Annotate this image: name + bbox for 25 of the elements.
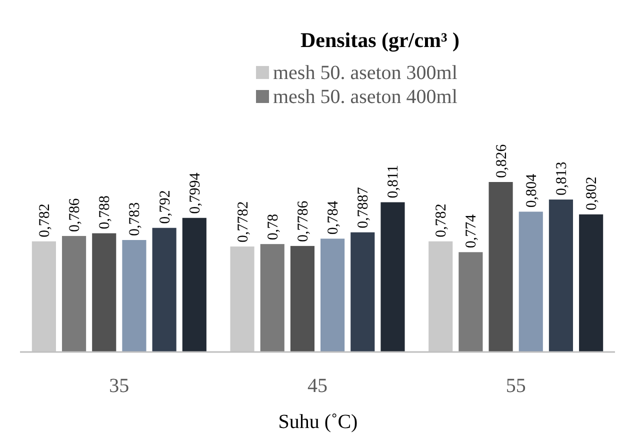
x-axis-title: Suhu (˚C) — [278, 411, 358, 433]
x-tick-label: 45 — [308, 375, 328, 397]
data-label: 0,802 — [584, 176, 600, 210]
chart-title: Densitas (gr/cm³ ) — [300, 28, 460, 52]
data-label: 0,811 — [386, 165, 402, 198]
x-tick-label: 55 — [506, 375, 526, 397]
legend-label: mesh 50. aseton 300ml — [273, 62, 458, 84]
data-label: 0,7782 — [235, 201, 252, 242]
data-label: 0,7994 — [187, 172, 204, 214]
data-label: 0,7887 — [356, 186, 372, 228]
data-label: 0,792 — [157, 190, 174, 224]
legend-label: mesh 50. aseton 400ml — [273, 86, 458, 108]
data-label: 0,7786 — [295, 200, 312, 242]
data-label: 0,774 — [464, 214, 480, 248]
data-label: 0,784 — [326, 200, 342, 235]
data-label: 0,786 — [67, 198, 84, 232]
data-label: 0,813 — [554, 162, 570, 196]
data-label: 0,826 — [494, 144, 510, 178]
x-tick-label: 35 — [109, 375, 130, 397]
data-label: 0,78 — [265, 214, 282, 240]
data-label: 0,804 — [524, 173, 540, 208]
data-label: 0,782 — [434, 204, 450, 238]
data-label: 0,783 — [127, 202, 144, 236]
data-label: 0,782 — [36, 204, 53, 238]
data-label: 0,788 — [97, 196, 114, 230]
